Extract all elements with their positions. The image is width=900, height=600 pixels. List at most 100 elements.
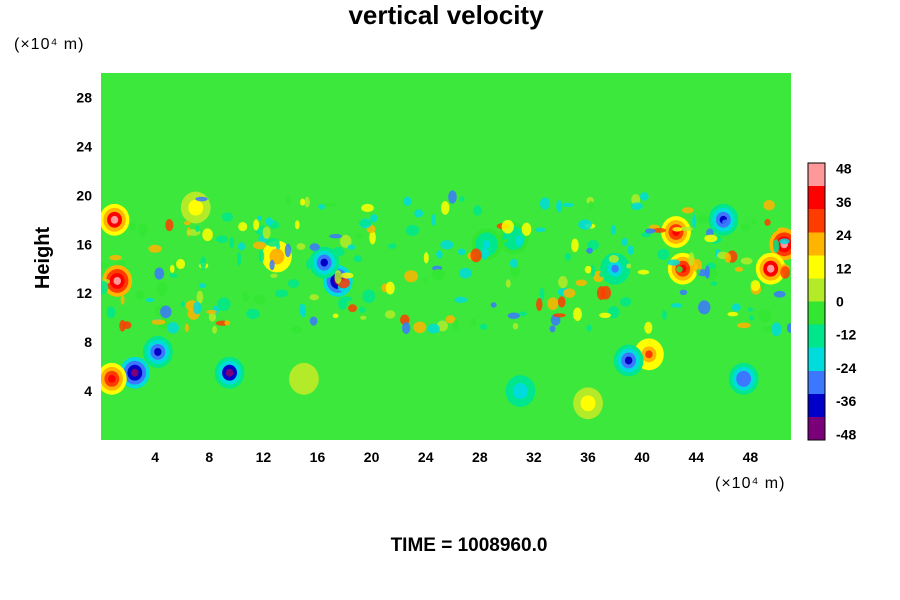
- heatmap-cell: [480, 247, 489, 260]
- x-tick-label: 28: [472, 449, 488, 465]
- heatmap-cell: [436, 250, 443, 259]
- y-axis-ticks: 4 8 12 16 20 24 28: [76, 89, 92, 399]
- heatmap-cell: [370, 214, 378, 223]
- heatmap-cell: [113, 276, 121, 285]
- heatmap-cell: [763, 199, 775, 211]
- heatmap-cell: [309, 294, 319, 301]
- heatmap-cell: [739, 374, 748, 383]
- heatmap-cell: [596, 286, 606, 300]
- heatmap-cell: [445, 315, 456, 324]
- heatmap-cell: [584, 265, 592, 274]
- colorbar-tick-label: -48: [836, 426, 856, 442]
- heatmap-cell: [402, 322, 411, 334]
- heatmap-cell: [101, 262, 108, 269]
- heatmap-cell: [764, 218, 771, 226]
- heatmap-cell: [252, 241, 267, 250]
- heatmap-cell: [773, 290, 786, 298]
- heatmap-cell: [697, 214, 709, 224]
- heatmap-cell: [385, 281, 395, 295]
- heatmap-cell: [509, 258, 519, 268]
- heatmap-cell: [696, 268, 701, 275]
- x-tick-label: 48: [743, 449, 759, 465]
- x-tick-label: 12: [256, 449, 272, 465]
- x-tick-label: 36: [580, 449, 596, 465]
- heatmap-cell: [265, 217, 274, 226]
- heatmap-cell: [518, 311, 527, 317]
- y-tick-label: 28: [76, 89, 92, 105]
- heatmap-cell: [458, 267, 472, 279]
- heatmap-cell: [403, 196, 412, 207]
- heatmap-cell: [586, 247, 593, 254]
- heatmap-cell: [521, 222, 532, 236]
- heatmap-cell: [644, 228, 656, 234]
- heatmap-cell: [549, 325, 556, 333]
- heatmap-cell: [637, 269, 650, 275]
- heatmap-cell: [309, 243, 320, 251]
- heatmap-cell: [145, 297, 155, 303]
- heatmap-cell: [122, 321, 132, 329]
- heatmap-cell: [294, 220, 300, 230]
- heatmap-cell: [225, 368, 234, 377]
- heatmap-cell: [573, 307, 582, 322]
- heatmap-cell: [644, 321, 653, 334]
- plot-area: [101, 73, 791, 440]
- heatmap-cell: [193, 301, 202, 315]
- heatmap-cell: [737, 322, 751, 329]
- heatmap-cell: [482, 240, 491, 249]
- heatmap-cell: [253, 294, 267, 305]
- heatmap-cell: [224, 320, 230, 326]
- heatmap-cell: [195, 225, 200, 233]
- heatmap-cell: [679, 226, 693, 231]
- colorbar-tick-label: 12: [836, 260, 852, 276]
- x-tick-label: 20: [364, 449, 380, 465]
- heatmap-cell: [338, 296, 348, 311]
- heatmap-cell: [676, 266, 683, 273]
- y-tick-label: 12: [76, 285, 92, 301]
- heatmap-cell: [329, 233, 343, 239]
- heatmap-cell: [405, 224, 420, 237]
- heatmap-cell: [766, 264, 775, 273]
- heatmap-cell: [539, 287, 545, 301]
- x-tick-label: 44: [689, 449, 705, 465]
- heatmap-cell: [212, 325, 217, 334]
- heatmap-cell: [575, 279, 588, 287]
- heatmap-cell: [358, 306, 366, 314]
- heatmap-cell: [776, 227, 788, 232]
- heatmap-cell: [304, 196, 310, 208]
- heatmap-cell: [131, 368, 139, 377]
- heatmap-cell: [727, 311, 739, 317]
- heatmap-cell: [347, 244, 356, 250]
- heatmap-cell: [503, 238, 509, 243]
- heatmap-cell: [332, 313, 339, 319]
- heatmap-cell: [610, 225, 617, 235]
- heatmap-cell: [611, 264, 619, 273]
- heatmap-cell: [169, 273, 178, 278]
- heatmap-cell: [547, 297, 559, 311]
- heatmap-cell: [334, 269, 342, 284]
- heatmap-cell: [710, 281, 718, 286]
- heatmap-cell: [404, 270, 419, 283]
- heatmap-cell: [751, 218, 757, 225]
- heatmap-cell: [657, 248, 670, 261]
- heatmap-cell: [626, 263, 632, 269]
- heatmap-cell: [667, 259, 681, 266]
- heatmap-cell: [639, 192, 649, 201]
- heatmap-cell: [353, 255, 363, 263]
- heatmap-cell: [698, 300, 711, 315]
- heatmap-cell: [749, 315, 755, 321]
- heatmap-cell: [167, 321, 179, 334]
- heatmap-cell: [679, 289, 688, 296]
- heatmap-cell: [652, 227, 666, 233]
- heatmap-cell: [109, 254, 122, 261]
- heatmap-cell: [242, 291, 250, 302]
- x-axis-unit: (×10⁴ m): [715, 475, 785, 492]
- heatmap-cell: [692, 258, 703, 273]
- heatmap-cell: [176, 258, 186, 270]
- heatmap-cell: [135, 290, 145, 300]
- colorbar-tick-label: 48: [836, 161, 852, 177]
- heatmap-cell: [360, 315, 367, 320]
- heatmap-cell: [740, 257, 753, 265]
- heatmap-cell: [110, 215, 119, 224]
- colorbar: 48 36 24 12 0 -12 -24 -36 -48: [807, 161, 856, 442]
- heatmap-cell: [734, 266, 744, 272]
